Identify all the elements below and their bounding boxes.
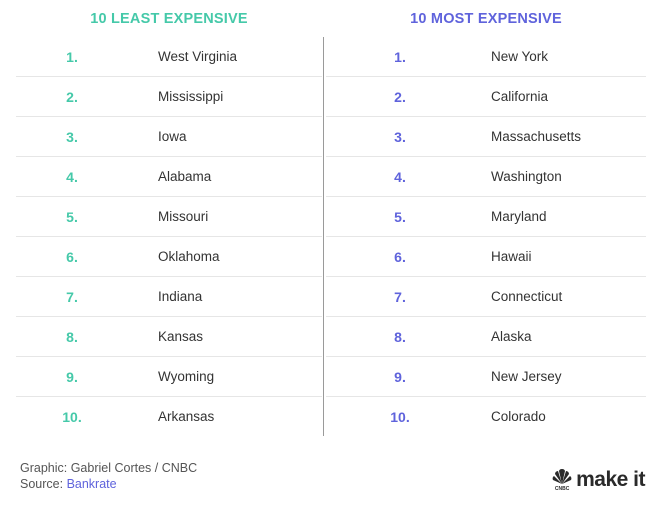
state-name: New York [491,49,549,64]
rank-number: 10. [62,409,82,425]
state-name: Alabama [158,169,212,184]
rank-number: 8. [394,329,406,345]
most-expensive-list: 1. New York 2. California 3. Massachusetts … [326,37,646,437]
list-item: 9. New Jersey [326,357,646,397]
column-divider [323,37,324,436]
network-mark: CNBC [554,486,570,492]
rank-number: 4. [66,169,78,185]
list-item: 6. Oklahoma [16,237,322,277]
state-name: Kansas [158,329,204,344]
list-item: 4. Alabama [16,157,322,197]
list-item: 1. New York [326,37,646,77]
rank-number: 3. [394,129,406,145]
state-name: Colorado [491,409,546,424]
list-item: 8. Alaska [326,317,646,357]
list-item: 2. Mississippi [16,77,322,117]
state-name: Oklahoma [158,249,220,264]
list-item: 4. Washington [326,157,646,197]
state-name: Missouri [158,209,209,224]
state-name: Alaska [491,329,532,344]
list-item: 7. Connecticut [326,277,646,317]
source-label: Source: [20,477,67,491]
state-name: Connecticut [491,289,563,304]
list-item: 2. California [326,77,646,117]
peacock-graphic [552,468,572,484]
state-name: California [491,89,549,104]
source-line: Source: Bankrate [20,476,197,492]
least-expensive-list: 1. West Virginia 2. Mississippi 3. Iowa 4. A… [16,37,322,437]
rank-number: 5. [394,209,406,225]
state-name: Indiana [158,289,203,304]
list-item: 5. Missouri [16,197,322,237]
footer-credits: Graphic: Gabriel Cortes / CNBC Source: B… [20,460,197,492]
list-item: 1. West Virginia [16,37,322,77]
rank-number: 5. [66,209,78,225]
nbc-peacock-icon: CNBC [551,468,573,492]
rank-number: 9. [394,369,406,385]
list-item: 3. Iowa [16,117,322,157]
list-item: 10. Colorado [326,397,646,437]
rank-number: 4. [394,169,406,185]
list-item: 6. Hawaii [326,237,646,277]
state-name: Arkansas [158,409,215,424]
state-name: Washington [491,169,562,184]
state-name: Hawaii [491,249,532,264]
logo-text: make it [576,468,645,491]
rank-number: 9. [66,369,78,385]
rank-number: 1. [66,49,78,65]
state-name: Maryland [491,209,547,224]
list-item: 3. Massachusetts [326,117,646,157]
list-item: 5. Maryland [326,197,646,237]
rank-number: 2. [66,89,78,105]
rank-number: 7. [66,289,78,305]
rank-number: 10. [390,409,410,425]
state-name: Iowa [158,129,187,144]
rank-number: 6. [66,249,78,265]
list-item: 8. Kansas [16,317,322,357]
state-name: Massachusetts [491,129,582,144]
list-item: 9. Wyoming [16,357,322,397]
graphic-credit: Graphic: Gabriel Cortes / CNBC [20,461,198,475]
rank-number: 1. [394,49,406,65]
list-item: 7. Indiana [16,277,322,317]
rank-number: 2. [394,89,406,105]
state-name: Wyoming [158,369,215,384]
least-expensive-title: 10 LEAST EXPENSIVE [90,11,248,27]
state-name: New Jersey [491,369,562,384]
rank-number: 6. [394,249,406,265]
source-link[interactable]: Bankrate [66,477,117,491]
most-expensive-title: 10 MOST EXPENSIVE [410,11,562,27]
rank-number: 7. [394,289,406,305]
list-item: 10. Arkansas [16,397,322,437]
state-name: West Virginia [158,49,238,64]
rank-number: 3. [66,129,78,145]
state-name: Mississippi [158,89,224,104]
cnbc-make-it-logo: CNBC make it [551,468,645,492]
rank-number: 8. [66,329,78,345]
